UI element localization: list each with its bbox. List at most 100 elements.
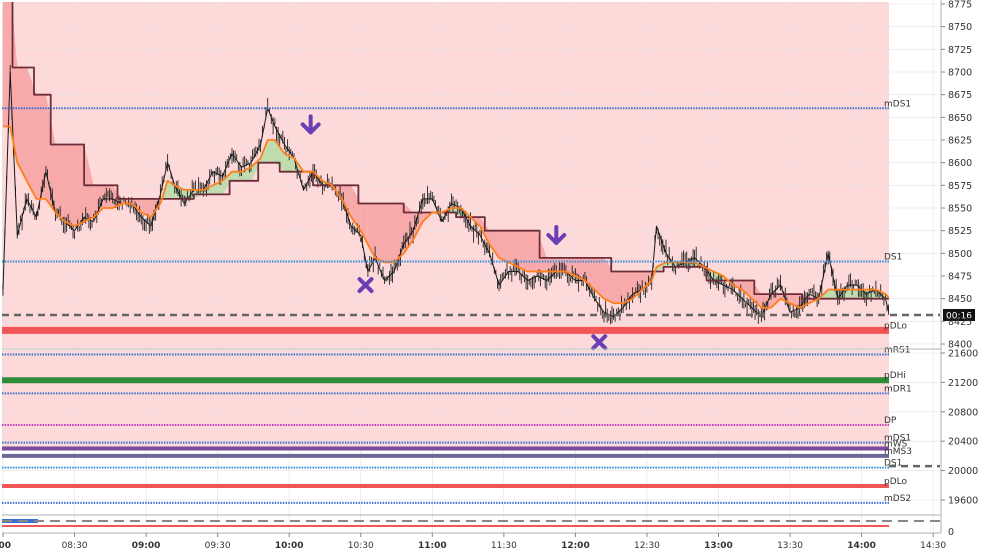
cloud-segment [594, 257, 605, 299]
cloud-segment [141, 198, 151, 218]
y-tick-label: 8500 [948, 249, 972, 260]
cloud-segment [36, 94, 46, 199]
level-label-DS1: DS1 [884, 252, 902, 262]
cloud-band [3, 2, 889, 308]
x-tick-label: 13:30 [777, 541, 803, 549]
cloud-segment [74, 144, 85, 227]
cloud-segment [642, 271, 652, 290]
lower-pink-zone [2, 350, 889, 450]
cloud-segment [184, 189, 194, 199]
cloud-segment [274, 140, 285, 172]
cloud-segment [761, 294, 771, 308]
y-tick-label: 8700 [948, 68, 972, 79]
cloud-segment [17, 67, 27, 181]
cloud-segment [367, 203, 376, 258]
cloud-segment [613, 271, 624, 304]
cloud-segment [623, 271, 633, 304]
current-price-badge-text: 00:16 [946, 311, 972, 321]
cloud-segment [499, 230, 509, 263]
current-price-badge [943, 308, 975, 321]
lower-level-label-pDLo: pDLo [884, 477, 907, 487]
y-tick-label: 8450 [948, 294, 972, 305]
cloud-segment [375, 203, 385, 263]
y-tick-label-bottom: 0 [948, 527, 954, 538]
y-tick-label: 8750 [948, 22, 972, 33]
y-tick-label-lower: 19600 [948, 495, 978, 506]
y-tick-label: 8725 [948, 45, 972, 56]
cloud-segment [489, 230, 500, 258]
cross-marker [591, 334, 608, 351]
lower-level-label-mWS: mWS [884, 440, 908, 450]
y-tick-label: 8400 [948, 340, 972, 351]
lower-level-label-mRS1: mRS1 [884, 345, 910, 355]
cloud-segment [341, 185, 352, 218]
x-tick-label: 10:00 [275, 541, 304, 549]
y-tick-label: 8525 [948, 226, 972, 237]
x-tick-label: 08:30 [62, 541, 88, 549]
cloud-segment [732, 280, 743, 290]
fast-line [3, 125, 889, 309]
lower-level-label-DS1: DS1 [884, 459, 902, 469]
y-tick-label: 8600 [948, 158, 972, 169]
down-arrow-marker [300, 114, 321, 135]
cloud-segment [3, 2, 11, 127]
lower-level-label-DP: DP [884, 416, 897, 426]
cloud-segment [394, 203, 404, 263]
x-tick-label: 14:00 [847, 541, 876, 549]
y-tick-label: 8650 [948, 113, 972, 124]
y-tick-label: 8550 [948, 204, 972, 215]
y-tick-label-lower: 20800 [948, 407, 978, 418]
cloud-segment [55, 144, 66, 222]
grid [2, 3, 939, 345]
x-tick-label: 10:30 [348, 541, 374, 549]
y-tick-label-lower: 21200 [948, 378, 978, 389]
cloud-segment [828, 289, 838, 299]
cross-marker [357, 277, 374, 294]
x-tick-label: 12:30 [634, 541, 660, 549]
cloud-segment [212, 180, 223, 195]
x-tick-label: 12:00 [561, 541, 590, 549]
lower-level-label-mMS3: mMS3 [884, 447, 912, 457]
x-tick-label: 11:30 [491, 541, 517, 549]
level-label-mDS1: mDS1 [884, 99, 911, 109]
cloud-segment [65, 144, 75, 227]
x-tick-label: 11:00 [418, 541, 447, 549]
cloud-segment [518, 230, 528, 272]
lower-level-label-mDS1: mDS1 [884, 434, 911, 444]
y-tick-label: 8675 [948, 90, 972, 101]
x-tick-label: :00 [0, 541, 11, 549]
x-tick-label: 09:30 [205, 541, 231, 549]
cloud-segment [575, 257, 585, 281]
y-tick-label-lower: 20000 [948, 466, 978, 477]
x-tick-label: 13:00 [704, 541, 733, 549]
y-tick-label: 8775 [948, 0, 972, 11]
cloud-segment [267, 140, 275, 163]
cloud-segment [384, 203, 395, 263]
x-tick-label: 09:00 [132, 541, 161, 549]
y-tick-label-lower: 20400 [948, 437, 978, 448]
cloud-segment [413, 212, 423, 240]
level-label-pDLo: pDLo [884, 321, 907, 331]
cloud-segment [26, 67, 37, 199]
y-tick-label: 8475 [948, 272, 972, 283]
cloud-segment [508, 230, 519, 267]
cloud-segment [222, 171, 232, 195]
cloud-segment [122, 198, 132, 204]
price-line [2, 71, 889, 318]
cloud-segment [231, 171, 242, 181]
lower-level-label-pDHi: pDHi [884, 371, 906, 381]
cloud-segment [284, 153, 294, 172]
x-tick-label: 14:30 [920, 541, 946, 549]
cloud-segment [527, 230, 538, 272]
slow-line [11, 2, 889, 300]
y-tick-label: 8425 [948, 317, 972, 328]
cloud-segment [84, 144, 94, 222]
y-tick-label: 8625 [948, 136, 972, 147]
y-tick-label-lower: 21600 [948, 349, 978, 360]
lower-level-label-mDS2: mDS2 [884, 494, 911, 504]
y-tick-label: 8575 [948, 181, 972, 192]
cloud-segment [656, 262, 667, 272]
cloud-segment [742, 280, 752, 299]
